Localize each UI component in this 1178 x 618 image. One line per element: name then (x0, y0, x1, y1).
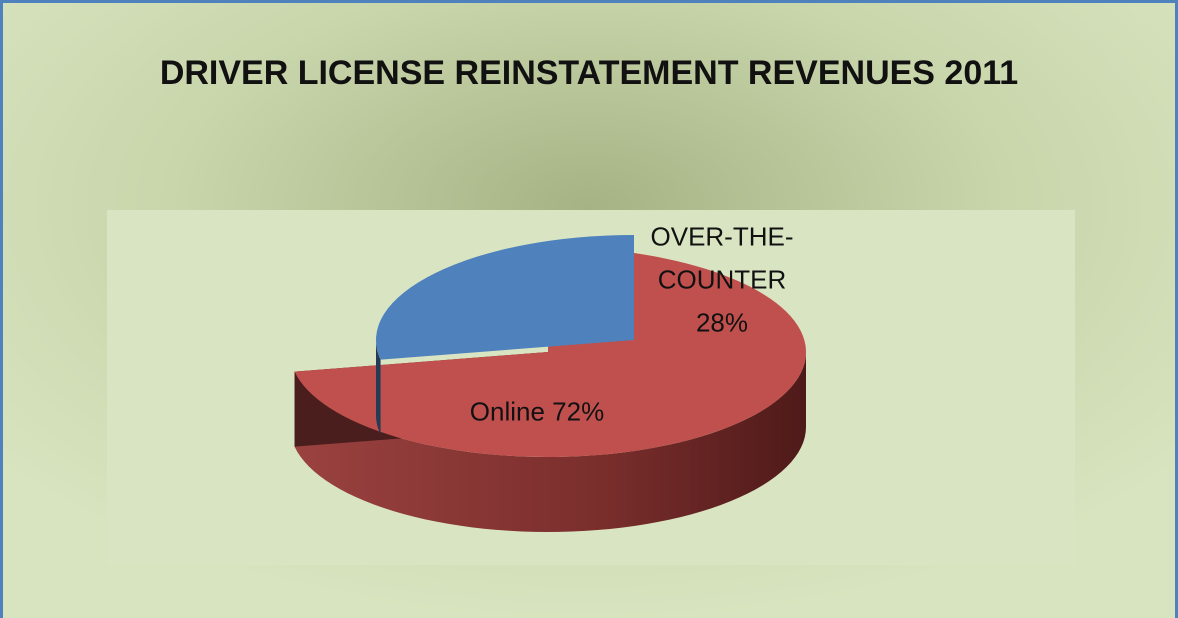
slice-value: 28% (695, 307, 749, 338)
slice-category: OVER-THE-COUNTER (650, 221, 794, 295)
slice (294, 247, 806, 458)
slice-category: Online (469, 396, 545, 427)
slice-label: Online 72% (470, 397, 604, 428)
slice-label: OVER-THE-COUNTER 28% (637, 216, 807, 345)
chart-title: DRIVER LICENSE REINSTATEMENT REVENUES 20… (159, 54, 1019, 92)
slice-value: 72% (552, 396, 605, 427)
slice (376, 235, 634, 360)
slice-side (294, 352, 806, 532)
pie (294, 235, 806, 532)
slice-side (376, 340, 381, 435)
